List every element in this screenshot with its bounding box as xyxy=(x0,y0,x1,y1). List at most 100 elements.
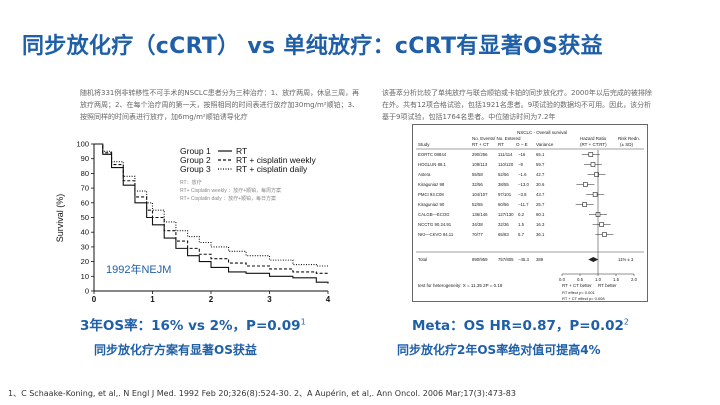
legend-group-2: Group 2 xyxy=(180,155,211,165)
forest-total-cell: 757/805 xyxy=(498,257,514,262)
forest-cell: −1.6 xyxy=(518,172,527,177)
col-oe: O − E xyxy=(516,142,528,147)
forest-cell: 32/36 xyxy=(498,222,509,227)
forest-cell: −16 xyxy=(518,152,526,157)
forest-cell: 136/146 xyxy=(472,212,488,217)
note-rt: RT：放疗 xyxy=(180,179,202,186)
forest-cell: Kiraguniaz 98 xyxy=(418,182,445,187)
legend-series-3: RT + cisplatin daily xyxy=(236,164,308,174)
forest-point xyxy=(588,152,594,157)
y-tick-label: 80 xyxy=(81,169,89,178)
forest-cell: PMCI 93.C08 xyxy=(418,192,444,197)
forest-cell: −9 xyxy=(518,162,524,167)
legend-group-3: Group 3 xyxy=(180,164,211,174)
forest-cell: 127/130 xyxy=(498,212,514,217)
forest-cell: −11.7 xyxy=(518,202,529,207)
left-description: 随机将331例非转移性不可手术的NSCLC患者分为三种治疗：1、放疗两周，休息三… xyxy=(80,89,360,121)
forest-point xyxy=(592,192,598,197)
forest-cell: 110/120 xyxy=(498,162,514,167)
forest-cell: 65/83 xyxy=(498,232,509,237)
forest-point xyxy=(582,202,587,207)
forest-total-cell: Total xyxy=(418,257,427,262)
survival-plot: Survival (%) 0 10 20 30 40 50 60 70 80 90 100 0 1 2 3… xyxy=(55,140,331,305)
forest-x-tick-label: 2.0 xyxy=(631,277,638,282)
note-daily: RT+ Cisplatin daily ：放疗+顺铂，每日方案 xyxy=(180,195,276,202)
forest-x-tick-label: 1.0 xyxy=(595,277,602,282)
forest-cell: 25.7 xyxy=(536,202,545,207)
forest-cell: 104/107 xyxy=(472,192,488,197)
y-tick-label: 60 xyxy=(81,198,89,207)
forest-cell: 0.2 xyxy=(518,212,525,217)
forest-cell: 32/56 xyxy=(472,182,483,187)
col-events: No. Events/ No. Entered xyxy=(472,136,521,141)
page-title: 同步放化疗（cCRT） vs 单纯放疗：cCRT有显著OS获益 xyxy=(22,34,603,59)
y-tick-label: 30 xyxy=(81,242,89,251)
y-axis-label: Survival (%) xyxy=(55,194,65,243)
left-subtitle: 同步放化疗方案有显著OS获益 xyxy=(94,343,257,357)
forest-cell: 65.1 xyxy=(536,152,545,157)
source-badge: 1992年NEJM xyxy=(106,262,171,276)
forest-cell: 30.6 xyxy=(536,182,545,187)
y-tick-label: 70 xyxy=(81,184,89,193)
x-tick-label: 3 xyxy=(267,295,272,304)
right-subtitle: 同步放化疗2年OS率绝对值可提高4% xyxy=(397,343,601,357)
y-tick-label: 100 xyxy=(76,140,89,149)
forest-cell: 59.7 xyxy=(536,162,545,167)
forest-cell: −3.8 xyxy=(518,192,527,197)
survival-curve-3 xyxy=(94,143,329,268)
col-redn-sub: (± SD) xyxy=(620,142,633,147)
forest-x-tick-label: 0.5 xyxy=(577,277,584,282)
forest-cell: Kiraguniaz 90 xyxy=(418,202,445,207)
reference-footer: 1、C Schaake-Koning, et al,. N Engl J Med… xyxy=(8,389,516,398)
forest-total-cell: 389 xyxy=(536,257,544,262)
y-tick-label: 50 xyxy=(81,213,89,222)
legend: Group 1 RT Group 2 RT + cisplatin weekly… xyxy=(180,146,317,174)
left-stat: 3年OS率：16% vs 2%，P=0.091 xyxy=(80,317,306,335)
col-ct: RT + CT xyxy=(472,142,489,147)
note-weekly: RT+ Cisplatin weekly ：放疗+顺铂，每周方案 xyxy=(180,187,281,194)
forest-point xyxy=(599,222,604,227)
forest-cell: 55/58 xyxy=(472,172,483,177)
axis-better-ct: RT + CT better xyxy=(562,283,592,288)
y-tick-label: 90 xyxy=(81,154,89,163)
forest-cell: 111/114 xyxy=(498,152,513,157)
col-rt: RT xyxy=(498,142,504,147)
forest-cell: 60.1 xyxy=(536,212,545,217)
forest-cell: 290/256 xyxy=(472,152,488,157)
forest-point xyxy=(583,182,588,187)
axis-better-rt: RT better xyxy=(598,283,617,288)
forest-cell: Astera xyxy=(418,172,431,177)
forest-cell: CALGB—ECOG xyxy=(418,212,450,217)
forest-x-tick-label: 1.5 xyxy=(613,277,620,282)
x-tick-label: 1 xyxy=(150,295,155,304)
forest-cell: 43.7 xyxy=(536,192,545,197)
forest-cell: HOGLUN 88.1 xyxy=(418,162,447,167)
forest-point xyxy=(594,172,599,177)
forest-total-cell: 890/959 xyxy=(472,257,488,262)
forest-point xyxy=(602,232,607,237)
forest-cell: 34/38 xyxy=(472,222,483,227)
y-tick-label: 40 xyxy=(81,228,89,237)
forest-cell: 109/113 xyxy=(472,162,488,167)
forest-x-tick-label: 0.0 xyxy=(559,277,566,282)
forest-total-redn: 11% ± 3 xyxy=(618,257,634,262)
forest-header: NSCLC - Overall survival xyxy=(517,130,567,135)
col-hr: Hazard Ratio xyxy=(580,136,607,141)
axis-sub-rt: RT effect p= 0.001 xyxy=(562,290,596,295)
forest-cell: 38/55 xyxy=(498,182,509,187)
x-tick-label: 0 xyxy=(92,295,97,304)
col-study: Study xyxy=(418,142,430,147)
legend-series-1: RT xyxy=(236,146,247,156)
forest-total-cell: −45.3 xyxy=(518,257,529,262)
forest-cell: NKI—CKVO 94.11 xyxy=(418,232,454,237)
right-stat: Meta：OS HR=0.87，P=0.022 xyxy=(412,317,629,335)
forest-cell: 60/56 xyxy=(498,202,509,207)
forest-cell: 5.7 xyxy=(518,232,525,237)
heterogeneity-test: test for heterogeneity: X = 11.35 2P = 0… xyxy=(418,283,503,288)
y-tick-label: 10 xyxy=(81,272,89,281)
forest-cell: 36.1 xyxy=(536,232,545,237)
forest-cell: 1.5 xyxy=(518,222,525,227)
forest-cell: −13.0 xyxy=(518,182,529,187)
axis-sub-ct: RT + CT effect p= 0.008 xyxy=(562,296,605,301)
forest-cell: 70/77 xyxy=(472,232,483,237)
